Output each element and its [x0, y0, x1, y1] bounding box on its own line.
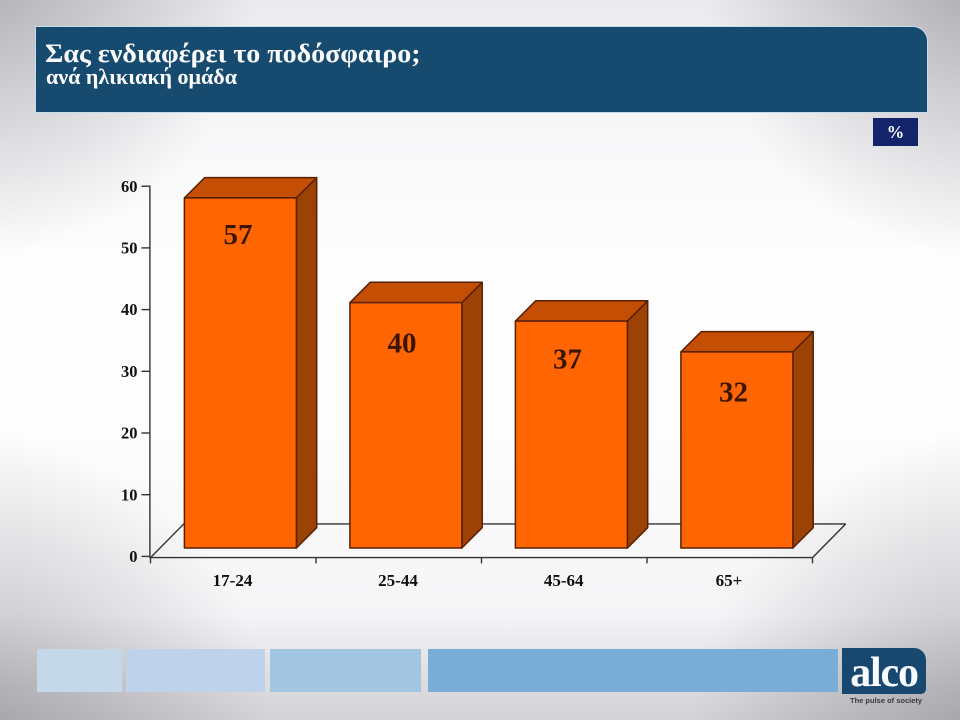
svg-text:40: 40 [388, 327, 417, 359]
svg-text:40: 40 [121, 300, 138, 319]
svg-text:30: 30 [121, 362, 138, 381]
svg-text:32: 32 [719, 377, 748, 409]
svg-text:60: 60 [121, 177, 138, 196]
svg-text:50: 50 [121, 239, 138, 258]
svg-text:0: 0 [129, 547, 137, 566]
svg-text:17-24: 17-24 [213, 571, 253, 590]
svg-text:45-64: 45-64 [544, 571, 584, 590]
svg-text:25-44: 25-44 [378, 571, 418, 590]
svg-text:65+: 65+ [716, 571, 743, 590]
svg-text:37: 37 [553, 343, 582, 375]
svg-text:57: 57 [224, 219, 253, 251]
svg-text:20: 20 [121, 424, 138, 443]
svg-text:10: 10 [121, 485, 138, 504]
